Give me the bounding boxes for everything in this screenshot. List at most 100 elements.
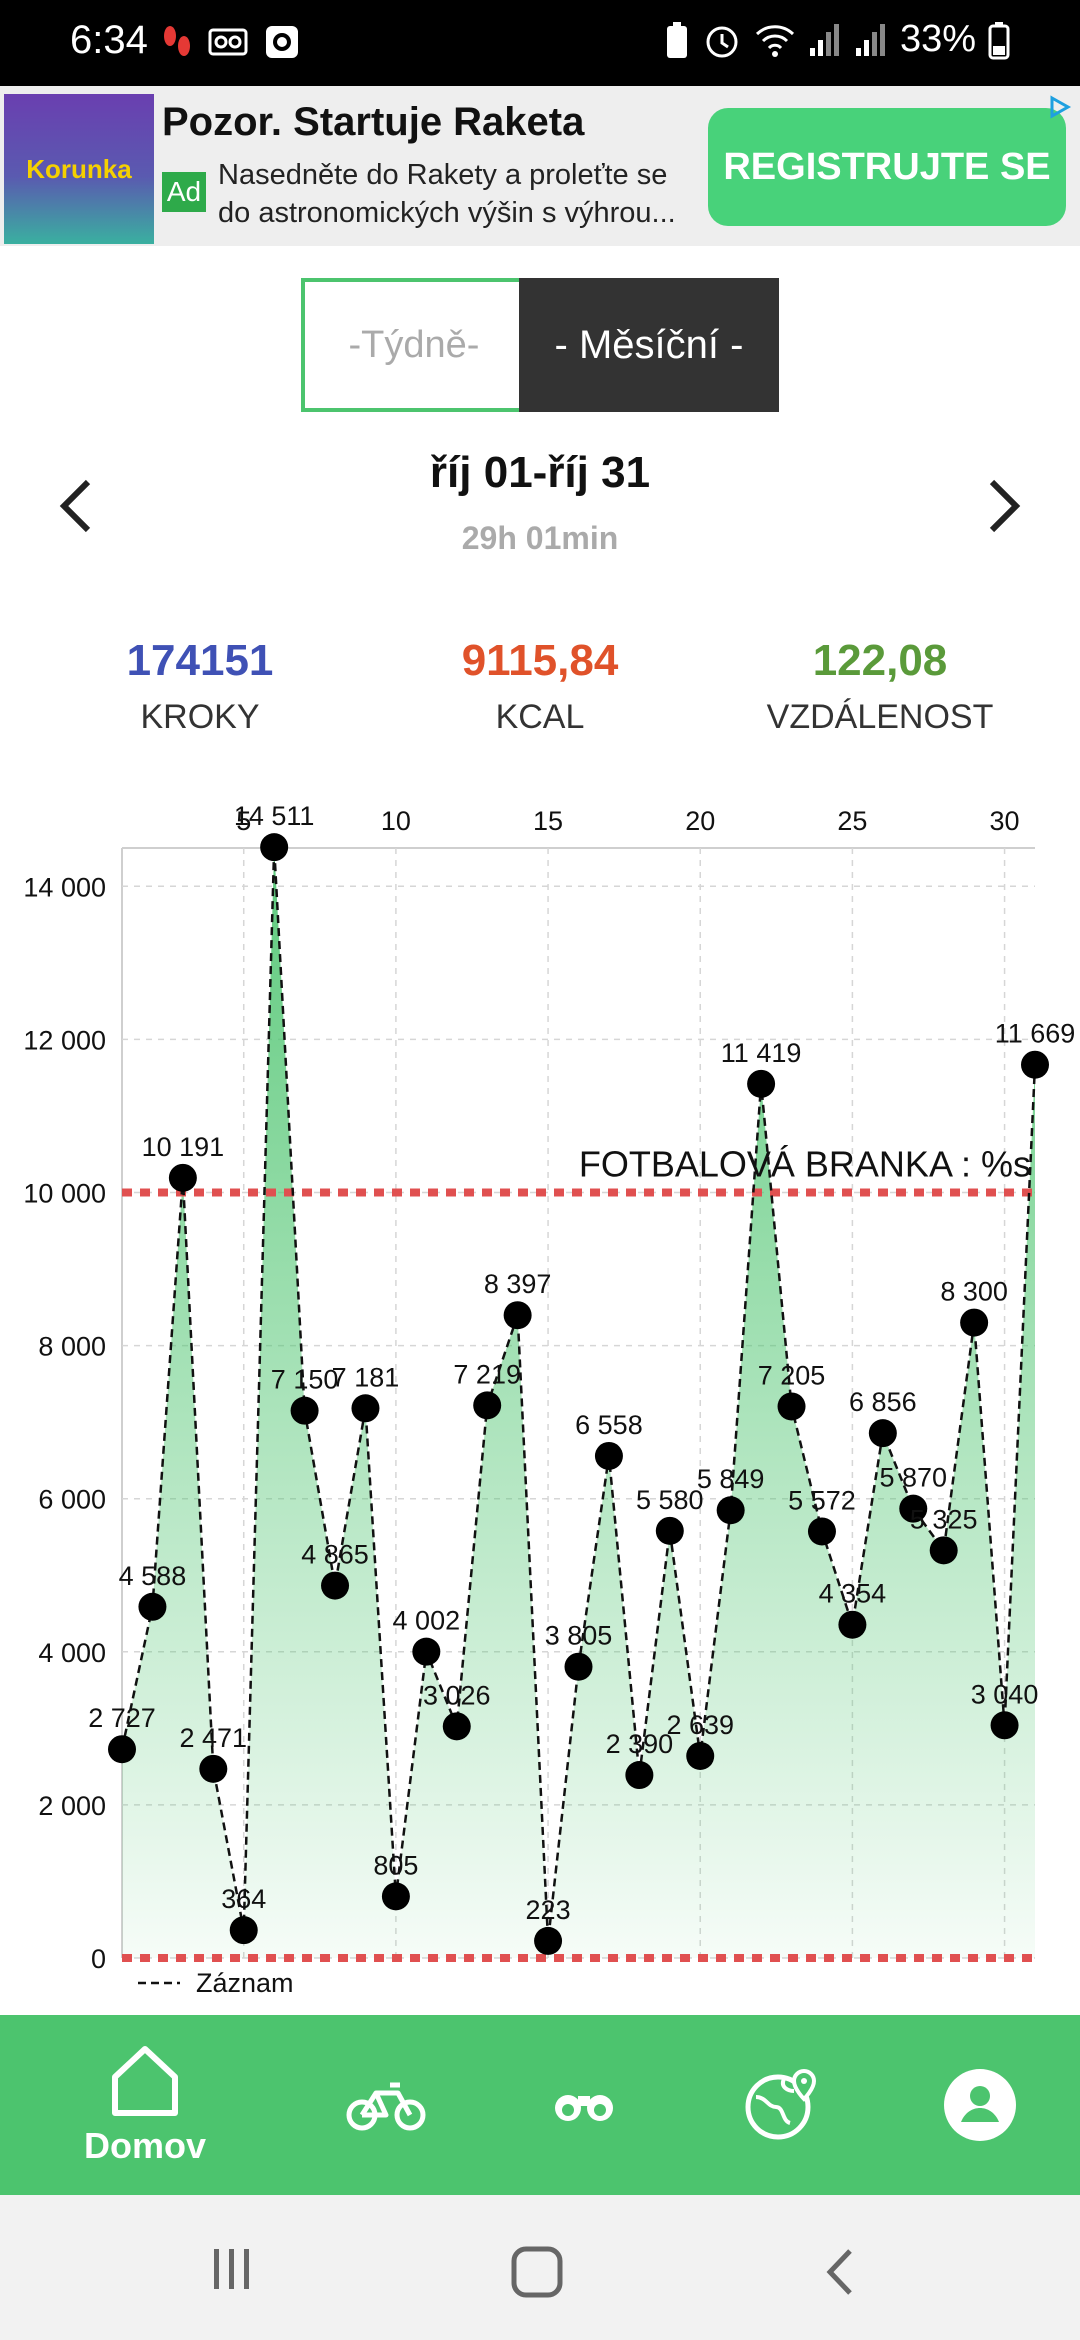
- data-point: [138, 1592, 167, 1621]
- battery-percent: 33%: [899, 18, 976, 60]
- y-tick-label: 6 000: [38, 1485, 106, 1515]
- y-tick-label: 14 000: [23, 872, 106, 902]
- data-label: 364: [221, 1884, 266, 1914]
- data-label: 4 002: [393, 1606, 461, 1636]
- data-point: [321, 1571, 350, 1600]
- period-duration: 29h 01min: [461, 520, 619, 556]
- data-point: [747, 1069, 776, 1098]
- stat-kcal-value: 9115,84: [461, 636, 619, 685]
- ad-cta-button[interactable]: REGISTRUJTE SE: [708, 108, 1066, 226]
- tab-monthly[interactable]: - Měsíční -: [519, 278, 779, 412]
- data-label: 5 572: [788, 1485, 856, 1515]
- back-icon[interactable]: [820, 2245, 860, 2299]
- data-point: [929, 1536, 958, 1565]
- nav-bike[interactable]: [336, 2015, 436, 2195]
- battery-saver-icon: [666, 21, 687, 58]
- data-point: [351, 1394, 380, 1423]
- legend-label: Záznam: [196, 1968, 294, 1998]
- nav-explore[interactable]: [534, 2015, 634, 2195]
- previous-period-button[interactable]: [50, 476, 100, 536]
- stat-distance-value: 122,08: [812, 636, 948, 685]
- battery-icon: [988, 21, 1010, 59]
- globe-icon: [745, 2068, 817, 2140]
- data-label: 223: [526, 1895, 571, 1925]
- data-label: 7 219: [453, 1359, 521, 1389]
- data-label: 2 639: [666, 1710, 734, 1740]
- data-label: 4 354: [819, 1579, 887, 1609]
- data-point: [807, 1517, 836, 1546]
- y-tick-label: 0: [91, 1944, 106, 1974]
- stat-kcal: 9115,84 KCAL: [360, 636, 720, 737]
- data-label: 2 727: [88, 1703, 156, 1733]
- ad-description[interactable]: Nasedněte do Rakety a proleťte se do ast…: [218, 159, 676, 229]
- goal-label: FOTBALOVÁ BRANKA : %s: [579, 1143, 1031, 1184]
- ad-banner[interactable]: Korunka Pozor. Startuje Raketa Ad Nasedn…: [0, 86, 1080, 246]
- x-tick-label: 20: [685, 806, 715, 836]
- data-label: 7 181: [332, 1362, 400, 1392]
- data-label: 8 397: [484, 1269, 552, 1299]
- wifi-icon: [755, 24, 794, 57]
- status-time: 6:34: [70, 18, 148, 62]
- y-tick-label: 4 000: [38, 1638, 106, 1668]
- ad-title[interactable]: Pozor. Startuje Raketa: [162, 100, 585, 144]
- data-point: [990, 1711, 1019, 1740]
- data-point: [260, 833, 289, 862]
- stat-steps: 174151 KROKY: [20, 636, 380, 737]
- signal-icon: [809, 23, 839, 56]
- stat-steps-value: 174151: [126, 636, 274, 685]
- series-area: [122, 847, 1035, 1958]
- data-point: [168, 1163, 197, 1192]
- y-tick-label: 10 000: [23, 1178, 106, 1208]
- tab-weekly[interactable]: -Týdně-: [301, 278, 527, 412]
- footsteps-icon: [164, 26, 190, 56]
- nav-map[interactable]: [732, 2015, 832, 2195]
- bottom-nav: Domov: [0, 2015, 1080, 2195]
- data-point: [503, 1301, 532, 1330]
- data-label: 7 205: [758, 1360, 826, 1390]
- recent-apps-icon[interactable]: [208, 2245, 256, 2293]
- system-home-icon[interactable]: [510, 2245, 564, 2299]
- signal-icon: [855, 23, 885, 56]
- status-bar: 6:34 33%: [0, 0, 1080, 86]
- nav-home-label: Domov: [83, 2125, 206, 2166]
- y-tick-label: 8 000: [38, 1332, 106, 1362]
- x-tick-label: 25: [837, 806, 867, 836]
- data-point: [960, 1308, 989, 1337]
- y-tick-label: 2 000: [38, 1791, 106, 1821]
- data-label: 6 558: [575, 1410, 643, 1440]
- next-period-button[interactable]: [980, 476, 1030, 536]
- data-label: 2 471: [180, 1723, 248, 1753]
- steps-chart: 0 2 000 4 000 6 000 8 000 10 000 12 000 14 000 5…: [23, 801, 1076, 1998]
- data-point: [868, 1419, 897, 1448]
- data-label: 11 419: [721, 1038, 802, 1068]
- x-tick-label: 5: [236, 806, 251, 836]
- data-label: 4 865: [301, 1540, 369, 1570]
- adchoices-icon[interactable]: [1046, 94, 1072, 120]
- bike-icon: [346, 2082, 426, 2131]
- data-label: 2 390: [606, 1729, 674, 1759]
- data-point: [108, 1735, 136, 1764]
- system-nav-bar: [0, 2195, 1080, 2340]
- home-icon: [112, 2046, 178, 2116]
- data-point: [686, 1741, 715, 1770]
- stat-distance-label: VZDÁLENOST: [766, 698, 994, 736]
- camera-app-icon: [266, 26, 298, 58]
- data-label: 11 669: [995, 1019, 1076, 1049]
- data-point: [655, 1516, 684, 1545]
- data-point: [777, 1392, 806, 1421]
- data-point: [412, 1637, 441, 1666]
- data-point: [473, 1391, 502, 1420]
- data-point: [625, 1761, 654, 1790]
- stat-distance: 122,08 VZDÁLENOST: [700, 636, 1060, 737]
- nav-home[interactable]: Domov: [45, 2015, 245, 2195]
- data-label: 8 300: [940, 1277, 1008, 1307]
- stat-steps-label: KROKY: [140, 698, 260, 736]
- data-label: 3 805: [545, 1621, 613, 1651]
- nav-profile[interactable]: [930, 2015, 1030, 2195]
- alarm-icon: [706, 26, 738, 57]
- period-range: říj 01-říj 31: [429, 448, 651, 497]
- binoculars-icon: [555, 2095, 613, 2121]
- voicemail-icon: [208, 28, 248, 56]
- data-point: [594, 1441, 623, 1470]
- y-tick-label: 12 000: [23, 1025, 106, 1055]
